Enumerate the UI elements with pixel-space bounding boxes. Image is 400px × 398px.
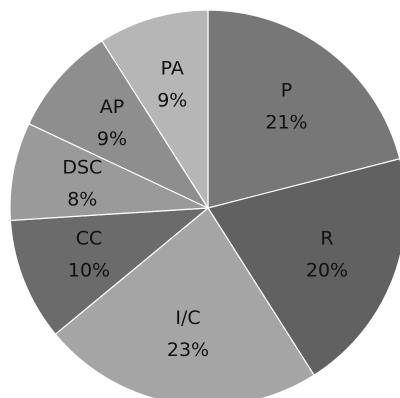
pie-slice-i-c (54, 207, 315, 398)
slice-percent-label: 8% (67, 189, 97, 211)
pie-slice-r (207, 158, 400, 377)
slice-category-label: I/C (175, 307, 200, 329)
slice-percent-label: 21% (265, 111, 307, 133)
slice-category-label: PA (161, 58, 184, 80)
slice-category-label: AP (100, 96, 124, 118)
slice-percent-label: 10% (68, 260, 110, 282)
slice-category-label: P (281, 79, 292, 101)
pie-slice-ap (28, 39, 210, 210)
slice-percent-label: 9% (157, 90, 187, 112)
pie-labels: P 21% R 20% I/C 23% CC 10% DSC 8% AP 9% PA 9% (62, 58, 348, 361)
pie-slice-pa (101, 9, 209, 211)
slice-percent-label: 9% (97, 128, 127, 150)
pie-slice-cc (9, 207, 210, 336)
slice-percent-label: 20% (306, 260, 348, 282)
pie-slices (9, 9, 400, 398)
pie-slice-p (207, 9, 400, 209)
slice-category-label: DSC (62, 157, 102, 179)
slice-percent-label: 23% (167, 339, 209, 361)
slice-category-label: CC (76, 228, 103, 250)
pie-slice-dsc (9, 122, 209, 222)
slice-category-label: R (320, 228, 333, 250)
